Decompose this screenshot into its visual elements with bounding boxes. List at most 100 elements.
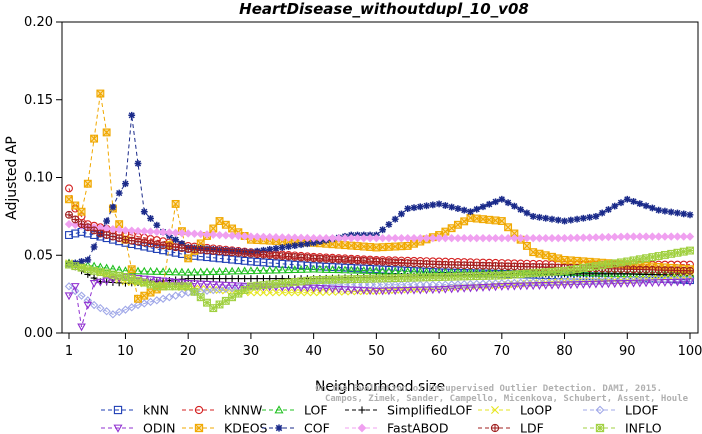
data-point-loop	[259, 288, 268, 297]
data-point-cof	[592, 212, 600, 220]
data-point-ldf	[108, 232, 117, 241]
data-point-cof	[467, 208, 474, 216]
data-point-fastabod	[660, 232, 670, 241]
data-point-odin	[315, 284, 325, 293]
data-point-cof	[385, 221, 393, 228]
legend-label-odin: ODIN	[143, 421, 176, 434]
data-point-lof	[139, 266, 149, 275]
data-point-odin	[466, 284, 475, 293]
data-point-fastabod	[566, 233, 575, 243]
data-point-cof	[134, 160, 142, 167]
data-point-ldof	[165, 293, 174, 302]
data-point-fastabod	[133, 226, 143, 236]
data-point-odin	[648, 279, 657, 288]
data-point-inflo	[184, 282, 193, 291]
data-point-loop	[284, 288, 293, 297]
data-point-cof	[297, 241, 305, 249]
data-point-fastabod	[309, 233, 318, 243]
watermark-line-1: Campos, Zimek, Sander, Campello, Micenko…	[325, 393, 689, 404]
data-point-kdeos	[102, 128, 111, 137]
data-point-ldof	[654, 275, 663, 284]
data-point-ldof	[403, 280, 412, 289]
data-point-ldof	[158, 294, 168, 303]
legend-label-simplifiedlof: SimplifiedLOF	[387, 403, 473, 418]
data-point-odin	[221, 281, 231, 290]
data-point-cof	[554, 216, 562, 224]
data-point-ldof	[648, 275, 657, 284]
data-point-fastabod	[146, 227, 155, 236]
data-point-kdeos	[359, 242, 368, 251]
series-line-lof	[68, 262, 690, 275]
data-point-loop	[291, 288, 299, 297]
data-point-ldof	[460, 279, 469, 289]
y-tick-label: 0.15	[24, 93, 53, 108]
data-point-odin	[585, 280, 594, 289]
data-point-odin	[378, 287, 387, 296]
x-tick-label: 40	[305, 344, 322, 359]
data-point-inflo	[573, 264, 582, 273]
data-point-odin	[597, 280, 607, 289]
data-point-lof	[252, 266, 262, 274]
data-point-cof	[504, 199, 512, 207]
data-point-kdeos	[83, 179, 92, 188]
data-point-odin	[635, 279, 645, 288]
data-point-ldof	[102, 307, 111, 316]
data-point-kdeos	[90, 134, 99, 143]
data-point-ldof	[422, 280, 431, 289]
data-point-odin	[459, 284, 469, 293]
data-point-fastabod	[428, 233, 437, 243]
data-point-fastabod	[240, 232, 249, 241]
data-point-inflo	[535, 268, 544, 277]
data-point-cof	[561, 217, 568, 225]
data-point-fastabod	[328, 233, 337, 243]
legend-label-cof: COF	[304, 421, 330, 434]
data-point-ldof	[541, 277, 550, 287]
data-point-simplifiedlof	[228, 275, 236, 282]
data-point-ldof	[472, 279, 481, 289]
data-point-fastabod	[190, 229, 199, 238]
data-point-odin	[215, 281, 224, 290]
data-point-cof	[630, 198, 637, 205]
data-point-odin	[146, 276, 155, 285]
data-point-inflo	[121, 273, 130, 281]
series-line-odin	[68, 276, 691, 327]
data-point-simplifiedlof	[234, 275, 242, 282]
data-point-ldof	[441, 280, 450, 289]
data-point-odin	[497, 283, 507, 291]
data-point-simplifiedlof	[241, 275, 249, 282]
data-point-fastabod	[460, 233, 469, 243]
data-point-lof	[196, 267, 206, 276]
legend-label-ldf: LDF	[520, 421, 544, 434]
data-point-lof	[234, 266, 243, 275]
data-point-cof	[278, 244, 286, 251]
data-point-odin	[196, 280, 206, 289]
data-point-cof	[122, 180, 129, 188]
data-point-cof	[140, 208, 148, 216]
data-point-fastabod	[265, 232, 274, 242]
data-point-odin	[340, 286, 350, 294]
data-point-kdeos	[579, 257, 588, 266]
data-point-fastabod	[434, 233, 444, 243]
data-point-odin	[541, 281, 551, 290]
data-point-fastabod	[598, 233, 607, 242]
data-point-inflo	[65, 260, 73, 269]
data-point-ldof	[121, 305, 130, 314]
data-point-cof	[492, 198, 499, 206]
data-point-fastabod	[271, 233, 281, 242]
data-point-odin	[535, 282, 544, 290]
data-point-fastabod	[253, 232, 262, 241]
data-point-inflo	[560, 266, 569, 275]
data-point-cof	[379, 226, 387, 234]
data-point-cof	[303, 240, 311, 248]
data-point-fastabod	[196, 229, 205, 239]
data-point-ldf	[96, 229, 105, 238]
data-point-cof	[454, 205, 462, 212]
data-point-odin	[365, 287, 375, 296]
legend-label-knnw: kNNW	[224, 403, 262, 418]
y-tick-label: 0.20	[24, 15, 53, 30]
data-point-cof	[147, 215, 154, 222]
data-point-kdeos	[566, 256, 575, 265]
data-point-lof	[315, 264, 325, 273]
data-point-ldf	[83, 223, 92, 232]
data-point-cof	[391, 215, 399, 223]
